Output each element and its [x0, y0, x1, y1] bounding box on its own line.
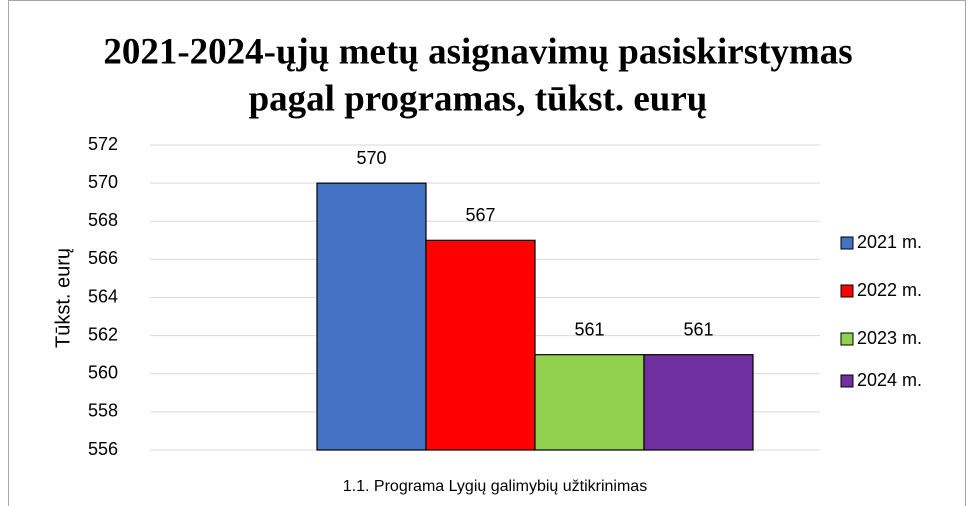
legend-swatch	[840, 374, 854, 388]
y-axis-label: Tūkst. eurų	[52, 248, 74, 348]
data-label: 570	[356, 148, 386, 168]
chart-title: pagal programas, tūkst. eurų	[249, 78, 708, 119]
y-tick-label: 572	[88, 134, 118, 154]
bar	[643, 354, 754, 451]
legend-label: 2023 m.	[857, 328, 922, 348]
y-tick-label: 568	[88, 210, 118, 230]
y-tick-label: 558	[88, 401, 118, 421]
legend-swatch	[840, 284, 854, 298]
legend-label: 2021 m.	[857, 232, 922, 252]
data-label: 567	[465, 205, 495, 225]
chart-title: 2021-2024-ųjų metų asignavimų pasiskirst…	[103, 31, 852, 72]
bar	[425, 239, 536, 451]
y-tick-label: 562	[88, 324, 118, 344]
y-tick-label: 556	[88, 439, 118, 459]
bar	[316, 182, 427, 451]
y-tick-label: 560	[88, 363, 118, 383]
legend-swatch	[840, 236, 854, 250]
bar	[534, 354, 645, 451]
data-label: 561	[683, 319, 713, 339]
y-tick-label: 570	[88, 172, 118, 192]
y-tick-label: 564	[88, 286, 118, 306]
x-tick-label: 1.1. Programa Lygių galimybių užtikrinim…	[343, 478, 647, 495]
legend-swatch	[840, 332, 854, 346]
data-label: 561	[574, 319, 604, 339]
legend-label: 2024 m.	[857, 370, 922, 390]
y-tick-label: 566	[88, 248, 118, 268]
legend-label: 2022 m.	[857, 280, 922, 300]
